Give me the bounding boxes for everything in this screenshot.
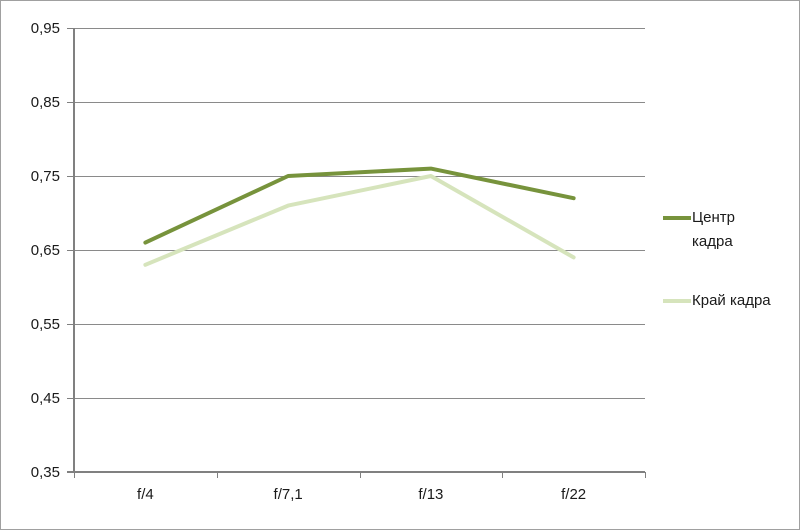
x-tick-label: f/7,1 [274, 486, 303, 503]
legend-label: Центр кадра [692, 209, 735, 250]
legend-swatch [663, 216, 691, 220]
series-line-1 [143, 174, 576, 267]
legend-item-edge-frame: Край кадра [663, 289, 795, 313]
y-tick-label: 0,65 [31, 242, 60, 259]
legend-label: Край кадра [692, 292, 771, 309]
y-tick-label: 0,85 [31, 94, 60, 111]
y-tick-label: 0,45 [31, 390, 60, 407]
legend-swatch [663, 299, 691, 303]
x-tick-label: f/4 [137, 486, 154, 503]
y-tick-label: 0,35 [31, 464, 60, 481]
x-tick-label: f/13 [418, 486, 443, 503]
y-tick-label: 0,75 [31, 168, 60, 185]
x-tick-label: f/22 [561, 486, 586, 503]
legend: Центр кадра Край кадра [663, 206, 795, 313]
series-line-0 [143, 166, 576, 245]
y-tick-label: 0,55 [31, 316, 60, 333]
legend-item-center-frame: Центр кадра [663, 206, 795, 254]
y-tick-label: 0,95 [31, 20, 60, 37]
